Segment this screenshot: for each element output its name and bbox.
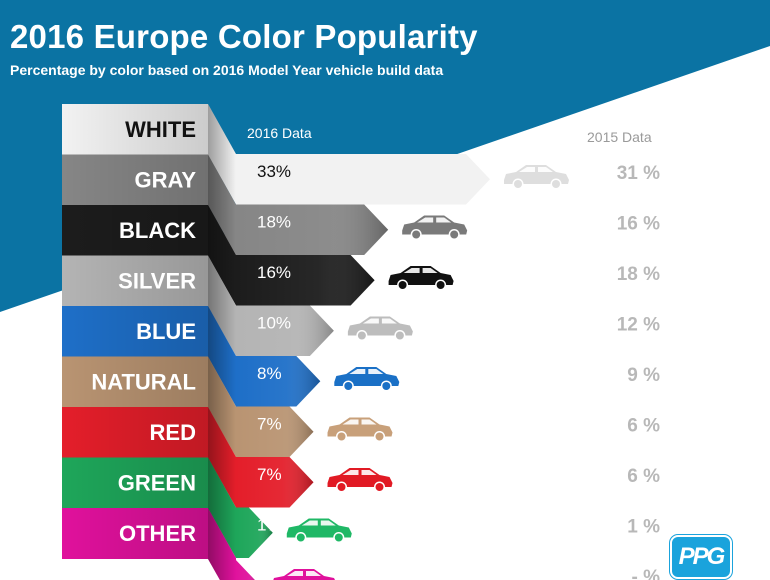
category-label-blue: BLUE xyxy=(136,319,196,344)
value-2015-natural: 6 % xyxy=(627,416,660,437)
band-shade-silver xyxy=(62,255,208,307)
ppg-logo: PPG xyxy=(670,535,732,579)
bar-2016-shade-gray xyxy=(236,204,389,255)
band-shade-green xyxy=(62,457,208,509)
value-2016-gray: 18% xyxy=(257,213,291,232)
bar-2016-shade-natural xyxy=(236,406,314,457)
bar-2016-shade-green xyxy=(236,507,273,558)
value-2015-gray: 16 % xyxy=(617,214,660,235)
fold-shade-red xyxy=(208,407,236,508)
value-2016-silver: 10% xyxy=(257,314,291,333)
car-icon-white xyxy=(504,165,569,190)
car-icon-blue xyxy=(334,367,400,392)
fold-shade-green xyxy=(208,457,236,558)
value-2016-blue: 8% xyxy=(257,364,282,383)
legend-2016: 2016 Data xyxy=(247,125,312,141)
value-2015-black: 18 % xyxy=(617,264,660,285)
bar-2016-shade-blue xyxy=(236,356,321,407)
bar-2016-white xyxy=(236,154,490,205)
fold-shade-black xyxy=(208,205,236,306)
value-2015-silver: 12 % xyxy=(617,315,660,336)
bar-2016-shade-black xyxy=(236,255,375,306)
value-2015-other: - % xyxy=(632,567,661,580)
bar-2016-shade-other xyxy=(234,558,255,580)
car-icon-other xyxy=(273,569,335,580)
bar-2016-shade-silver xyxy=(236,305,334,356)
car-icon-silver xyxy=(347,316,413,341)
bar-2016-shade-red xyxy=(236,457,314,508)
fold-shade-blue xyxy=(208,306,236,407)
category-label-silver: SILVER xyxy=(118,269,196,294)
legend-2015: 2015 Data xyxy=(587,129,652,145)
category-label-white: WHITE xyxy=(125,117,196,142)
car-icon-natural xyxy=(327,417,393,442)
fold-shade-silver xyxy=(208,255,236,356)
band-shade-black xyxy=(62,205,208,256)
band-shade-white xyxy=(62,104,208,155)
band-shade-red xyxy=(62,407,208,458)
value-2015-white: 31 % xyxy=(617,163,660,184)
value-2015-red: 6 % xyxy=(627,466,660,487)
fold-shade-natural xyxy=(208,356,236,457)
value-2016-green: 1% xyxy=(257,516,282,535)
value-2016-white: 33% xyxy=(257,162,291,181)
car-icon-black xyxy=(388,266,454,291)
category-label-red: RED xyxy=(150,420,196,445)
value-2015-blue: 9 % xyxy=(627,365,660,386)
band-shade-gray xyxy=(62,154,208,206)
value-2016-red: 7% xyxy=(257,465,282,484)
category-label-green: GREEN xyxy=(118,471,196,496)
category-label-natural: NATURAL xyxy=(91,370,196,395)
category-label-gray: GRAY xyxy=(134,168,196,193)
category-label-other: OTHER xyxy=(119,521,196,546)
value-2015-green: 1 % xyxy=(627,517,660,538)
value-2016-other: - xyxy=(257,566,263,580)
car-icon-gray xyxy=(402,215,468,240)
band-shade-other xyxy=(62,508,208,559)
fold-shade-other xyxy=(208,508,236,580)
value-2016-natural: 7% xyxy=(257,415,282,434)
chart-title: 2016 Europe Color Popularity xyxy=(10,18,478,55)
car-icon-green xyxy=(286,518,352,543)
band-shade-blue xyxy=(62,306,208,357)
band-shade-natural xyxy=(62,356,208,408)
value-2016-black: 16% xyxy=(257,263,291,282)
category-label-black: BLACK xyxy=(119,218,196,243)
car-icon-red xyxy=(327,468,393,493)
fold-shade-gray xyxy=(208,154,236,255)
chart-subtitle: Percentage by color based on 2016 Model … xyxy=(10,62,444,78)
fold-shade-white xyxy=(208,104,236,205)
